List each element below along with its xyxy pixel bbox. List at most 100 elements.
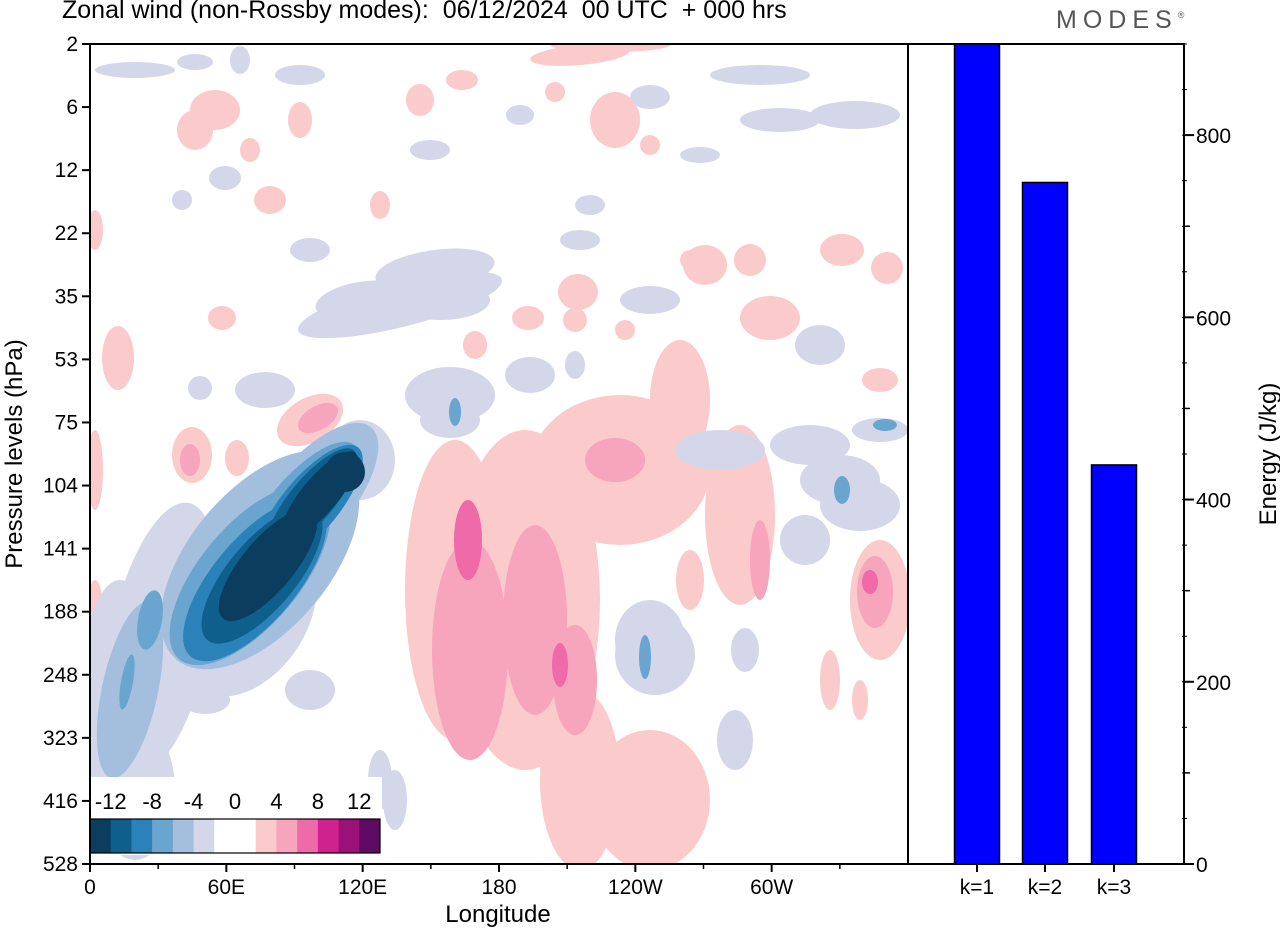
contour-region — [390, 280, 490, 320]
contour-region — [630, 85, 670, 109]
contour-region — [90, 210, 103, 250]
contour-region — [454, 500, 482, 580]
contour-region — [413, 22, 457, 38]
x-axis: 0 60E 120E 180 120W 60W — [84, 864, 841, 899]
contour-region — [852, 680, 868, 720]
contour-region — [565, 351, 585, 379]
y-tick-label: 188 — [43, 601, 78, 624]
colorbar-label: 12 — [347, 789, 371, 814]
colorbar-swatch — [110, 819, 132, 853]
energy-y-tick-label: 0 — [1196, 854, 1208, 877]
y-tick-label: 416 — [43, 790, 78, 813]
contour-region — [209, 166, 241, 190]
x-tick-label: 120W — [608, 876, 663, 899]
contour-region — [449, 398, 461, 426]
contour-region — [240, 138, 260, 162]
heatmap-plot — [90, 22, 908, 864]
contour-region — [95, 62, 175, 78]
y-tick-label: 6 — [66, 96, 78, 119]
y-tick-label: 53 — [55, 348, 78, 371]
y-tick-label: 75 — [55, 411, 78, 434]
colorbar-label: -8 — [142, 789, 162, 814]
y-axis: 2 6 12 22 35 53 75 104 141 188 248 323 416 528 — [43, 33, 90, 876]
contour-region — [873, 419, 897, 431]
colorbar-swatch — [90, 819, 112, 853]
colorbar-swatch — [317, 819, 339, 853]
x-tick-label: 60E — [208, 876, 245, 899]
contour-region — [90, 430, 103, 510]
contour-region — [780, 515, 830, 565]
energy-category-label: k=3 — [1097, 876, 1131, 899]
contour-region — [834, 476, 850, 504]
y-tick-label: 141 — [43, 538, 78, 561]
contour-region — [225, 440, 249, 476]
contour-region — [102, 326, 134, 390]
energy-x-axis: k=1 k=2 k=3 — [960, 864, 1131, 899]
contour-region — [298, 402, 338, 434]
contour-region — [558, 274, 598, 310]
contour-region — [731, 628, 759, 672]
contour-region — [560, 230, 600, 250]
x-tick-label: 60W — [750, 876, 793, 899]
contour-region — [550, 44, 670, 52]
y-tick-label: 104 — [43, 475, 78, 498]
colorbar-swatch — [214, 819, 236, 853]
contour-region — [639, 635, 651, 679]
contour-region — [857, 556, 893, 628]
page-title: Zonal wind (non-Rossby modes): 06/12/202… — [62, 0, 787, 24]
contour-region — [734, 244, 766, 276]
y-tick-label: 22 — [55, 222, 78, 245]
colorbar-label: 8 — [312, 789, 324, 814]
colorbar-swatch — [255, 819, 277, 853]
contour-region — [463, 331, 487, 359]
energy-category-label: k=2 — [1028, 876, 1062, 899]
contour-region — [810, 101, 900, 129]
energy-axis-label: Energy (J/kg) — [1255, 383, 1280, 526]
contour-region — [545, 82, 565, 102]
contour-region — [871, 252, 903, 284]
contour-region — [820, 234, 864, 266]
contour-region — [590, 730, 710, 864]
contour-region — [552, 643, 568, 687]
contour-region — [540, 690, 620, 864]
contour-region — [410, 140, 450, 160]
contour-region — [680, 147, 720, 163]
contour-region — [675, 430, 765, 470]
contour-region — [506, 105, 534, 125]
energy-y-axis: 0 200 400 600 800 — [1182, 43, 1231, 877]
contour-region — [820, 650, 840, 710]
colorbar-label: 4 — [270, 789, 282, 814]
colorbar-label: -12 — [95, 789, 127, 814]
colorbar-swatch — [172, 819, 194, 853]
contour-region — [615, 600, 685, 680]
contour-region — [383, 770, 407, 830]
energy-y-tick-label: 400 — [1196, 490, 1231, 513]
colorbar-label: -4 — [184, 789, 204, 814]
contour-region — [740, 296, 800, 340]
y-axis-label: Pressure levels (hPa) — [1, 339, 28, 568]
x-tick-label: 120E — [338, 876, 387, 899]
colorbar: -12 -8 -4 0 4 8 12 — [88, 777, 382, 855]
y-tick-label: 528 — [43, 853, 78, 876]
colorbar-swatch — [276, 819, 298, 853]
contour-region — [230, 46, 250, 74]
contour-region — [248, 383, 292, 407]
energy-y-tick-label: 200 — [1196, 672, 1231, 695]
contour-region — [172, 190, 192, 210]
contour-region — [862, 368, 898, 392]
colorbar-swatch — [338, 819, 360, 853]
contour-region — [275, 65, 325, 85]
contour-region — [620, 286, 680, 314]
contour-region — [650, 340, 710, 460]
contour-region — [288, 102, 312, 138]
y-tick-label: 12 — [55, 159, 78, 182]
colorbar-swatch — [152, 819, 174, 853]
brand-registered-mark: ® — [1177, 10, 1185, 20]
brand-logo: MODES® — [1056, 6, 1184, 35]
y-tick-label: 248 — [43, 664, 78, 687]
contour-region — [615, 320, 635, 340]
contour-region — [420, 402, 480, 438]
x-tick-label: 180 — [481, 876, 516, 899]
x-axis-label: Longitude — [445, 901, 550, 928]
